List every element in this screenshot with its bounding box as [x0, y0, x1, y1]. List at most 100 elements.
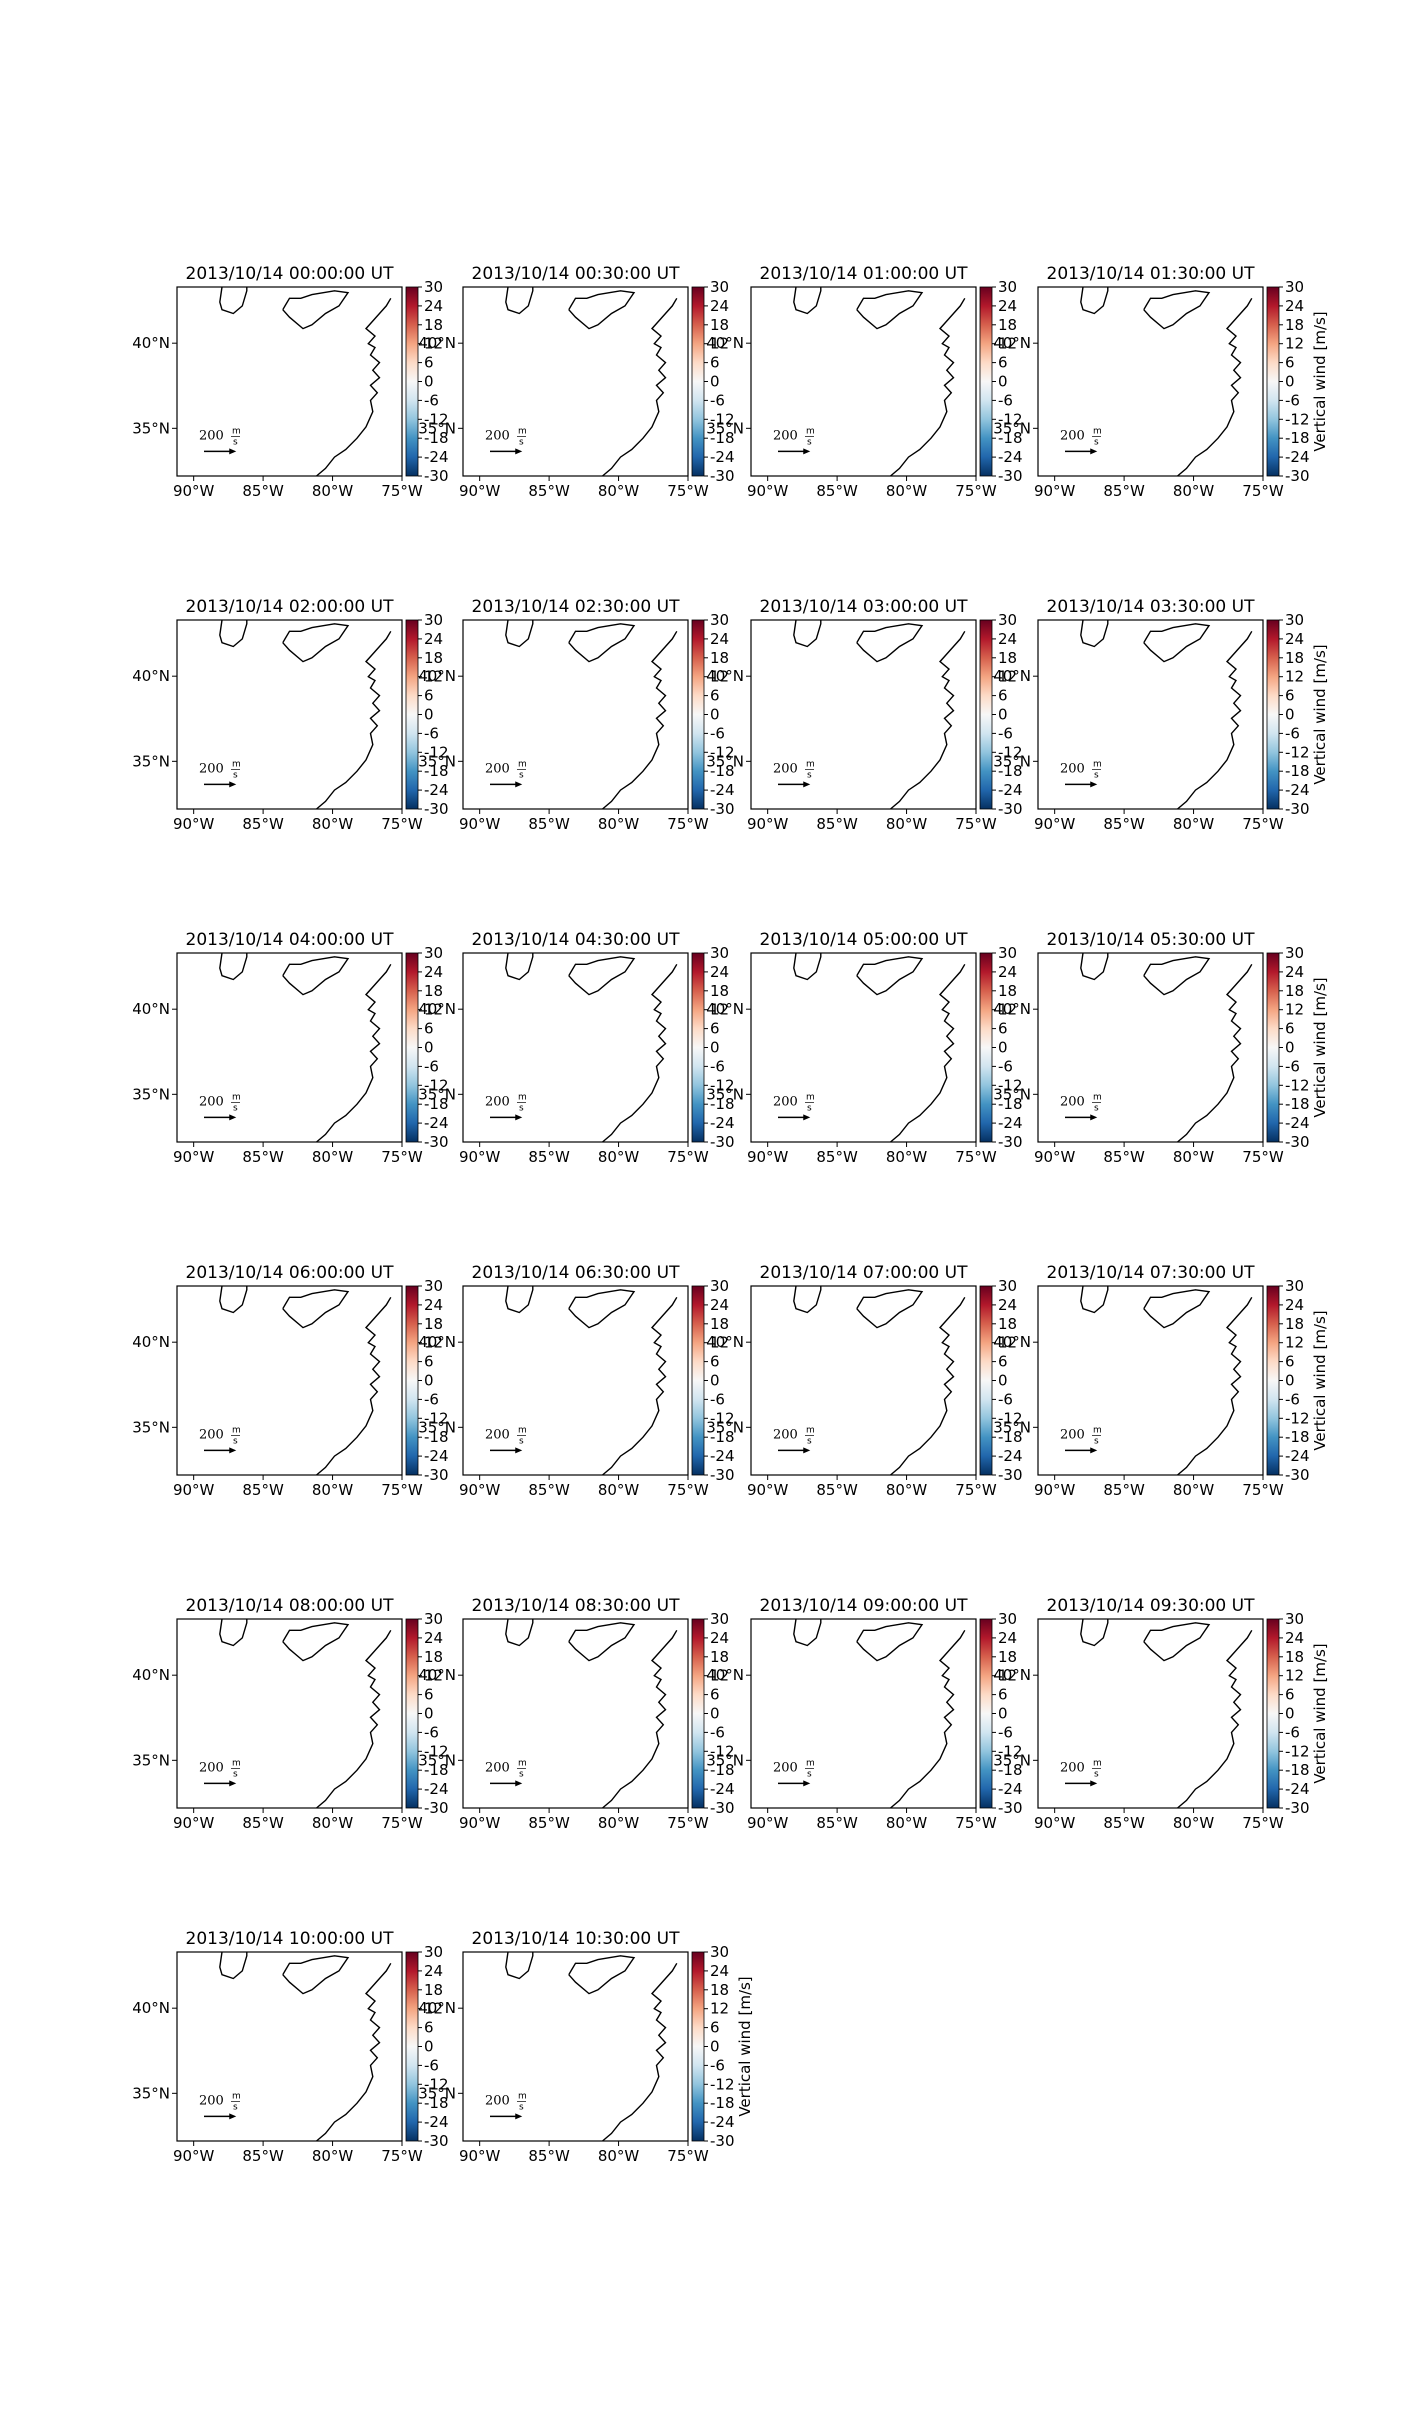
coastline: [602, 1962, 678, 2142]
x-tick-label: 75°W: [1242, 1814, 1284, 1832]
x-tick-label: 80°W: [886, 1481, 928, 1499]
panel-title: 2013/10/14 08:00:00 UT: [186, 1596, 395, 1616]
colorbar-tick-label: 30: [424, 1277, 443, 1295]
x-tick-label: 75°W: [381, 482, 423, 500]
colorbar-tick-label: -6: [1285, 724, 1300, 742]
colorbar-tick-label: 24: [1285, 630, 1304, 648]
quiver-key-unit-num: m: [1093, 1758, 1102, 1768]
panel-title: 2013/10/14 08:30:00 UT: [472, 1596, 681, 1616]
y-tick-label: 35°N: [132, 752, 170, 770]
y-tick-label: 40°N: [132, 334, 170, 352]
colorbar-tick-label: 24: [424, 1296, 443, 1314]
y-tick-label: 35°N: [993, 1751, 1031, 1769]
x-tick-label: 85°W: [528, 482, 570, 500]
coastline: [1080, 619, 1109, 648]
x-tick-label: 80°W: [598, 1481, 640, 1499]
quiver-key-value: 200: [773, 1094, 798, 1109]
y-tick-label: 40°N: [132, 1666, 170, 1684]
colorbar-tick-label: 6: [424, 354, 434, 372]
x-tick-label: 90°W: [747, 482, 789, 500]
map-frame: [462, 952, 689, 1143]
quiver-key-unit-den: s: [807, 437, 812, 447]
map-frame: [176, 952, 403, 1143]
colorbar-tick-label: 0: [1285, 1705, 1295, 1723]
colorbar-tick-label: -18: [710, 762, 735, 780]
quiver-arrowhead: [515, 1447, 523, 1454]
panel-title: 2013/10/14 03:00:00 UT: [760, 597, 969, 617]
coastline: [856, 623, 924, 663]
colorbar-tick-label: -18: [424, 1095, 449, 1113]
x-tick-label: 90°W: [459, 482, 501, 500]
colorbar-tick-label: -24: [1285, 1780, 1310, 1798]
y-tick-label: 35°N: [418, 419, 456, 437]
colorbar-tick-label: 0: [424, 706, 434, 724]
x-tick-label: 90°W: [747, 1148, 789, 1166]
quiver-key-value: 200: [199, 1427, 224, 1442]
colorbar-tick-label: 18: [1285, 1648, 1304, 1666]
colorbar-tick-label: -6: [710, 1057, 725, 1075]
panel-title: 2013/10/14 09:30:00 UT: [1047, 1596, 1256, 1616]
quiver-key-unit-den: s: [519, 1436, 524, 1446]
colorbar-tick-label: -12: [710, 2075, 735, 2093]
colorbar-tick-label: 6: [710, 1686, 720, 1704]
colorbar-tick-label: 24: [1285, 1296, 1304, 1314]
coastline: [568, 1955, 636, 1995]
colorbar-tick-label: 12: [710, 1334, 729, 1352]
coastline: [1143, 1622, 1211, 1662]
x-tick-label: 75°W: [667, 1148, 709, 1166]
coastline: [282, 623, 350, 663]
quiver-key-value: 200: [485, 1760, 510, 1775]
colorbar-tick-label: 6: [1285, 1020, 1295, 1038]
map-frame: [750, 1285, 977, 1476]
y-tick-label: 35°N: [132, 1418, 170, 1436]
colorbar-tick-label: -12: [710, 1742, 735, 1760]
colorbar-tick-label: -24: [424, 1114, 449, 1132]
panel-title: 2013/10/14 04:30:00 UT: [472, 930, 681, 950]
quiver-arrowhead: [515, 1114, 523, 1121]
quiver-key-unit-num: m: [1093, 1425, 1102, 1435]
colorbar-tick-label: 24: [1285, 1629, 1304, 1647]
colorbar-tick-label: 24: [998, 963, 1017, 981]
colorbar: [405, 1285, 419, 1476]
coastline: [793, 619, 822, 648]
colorbar-tick-label: -12: [1285, 410, 1310, 428]
x-tick-label: 85°W: [242, 482, 284, 500]
x-tick-label: 80°W: [598, 1814, 640, 1832]
quiver-key-unit-num: m: [1093, 759, 1102, 769]
colorbar-tick-label: 30: [998, 1277, 1017, 1295]
x-tick-label: 90°W: [1034, 815, 1076, 833]
panel-title: 2013/10/14 03:30:00 UT: [1047, 597, 1256, 617]
colorbar-tick-label: -18: [998, 762, 1023, 780]
quiver-arrowhead: [803, 1114, 811, 1121]
colorbar-tick-label: 24: [998, 1629, 1017, 1647]
map-panel: 2013/10/14 08:30:00 UT 90°W 85°W 80°W 75°W 35…: [418, 1596, 734, 1832]
colorbar-tick-label: 30: [424, 611, 443, 629]
x-tick-label: 75°W: [1242, 482, 1284, 500]
y-tick-label: 40°N: [706, 334, 744, 352]
x-tick-label: 75°W: [667, 2147, 709, 2165]
colorbar-tick-label: 12: [710, 1667, 729, 1685]
x-tick-label: 80°W: [312, 482, 354, 500]
coastline: [316, 1629, 392, 1809]
colorbar-tick-label: -30: [1285, 1466, 1310, 1484]
colorbar-tick-label: -6: [424, 2056, 439, 2074]
coastline: [1143, 623, 1211, 663]
colorbar-tick-label: 18: [710, 649, 729, 667]
y-tick-label: 35°N: [132, 419, 170, 437]
y-tick-label: 40°N: [418, 1000, 456, 1018]
colorbar-tick-label: 12: [424, 335, 443, 353]
colorbar-tick-label: 0: [710, 1372, 720, 1390]
colorbar-tick-label: -30: [424, 1133, 449, 1151]
map-frame: [462, 1285, 689, 1476]
quiver-key-unit-den: s: [233, 2102, 238, 2112]
map-frame: [1037, 619, 1264, 810]
map-panel: 2013/10/14 07:00:00 UT 90°W 85°W 80°W 75°W 35…: [706, 1263, 1022, 1499]
x-tick-label: 85°W: [528, 815, 570, 833]
y-tick-label: 35°N: [993, 752, 1031, 770]
coastline: [890, 630, 966, 810]
colorbar-tick-label: 18: [1285, 649, 1304, 667]
quiver-key-unit-den: s: [233, 437, 238, 447]
coastline: [316, 297, 392, 477]
map-panel: 2013/10/14 04:30:00 UT 90°W 85°W 80°W 75°W 35…: [418, 930, 734, 1166]
quiver-arrowhead: [1090, 448, 1098, 455]
